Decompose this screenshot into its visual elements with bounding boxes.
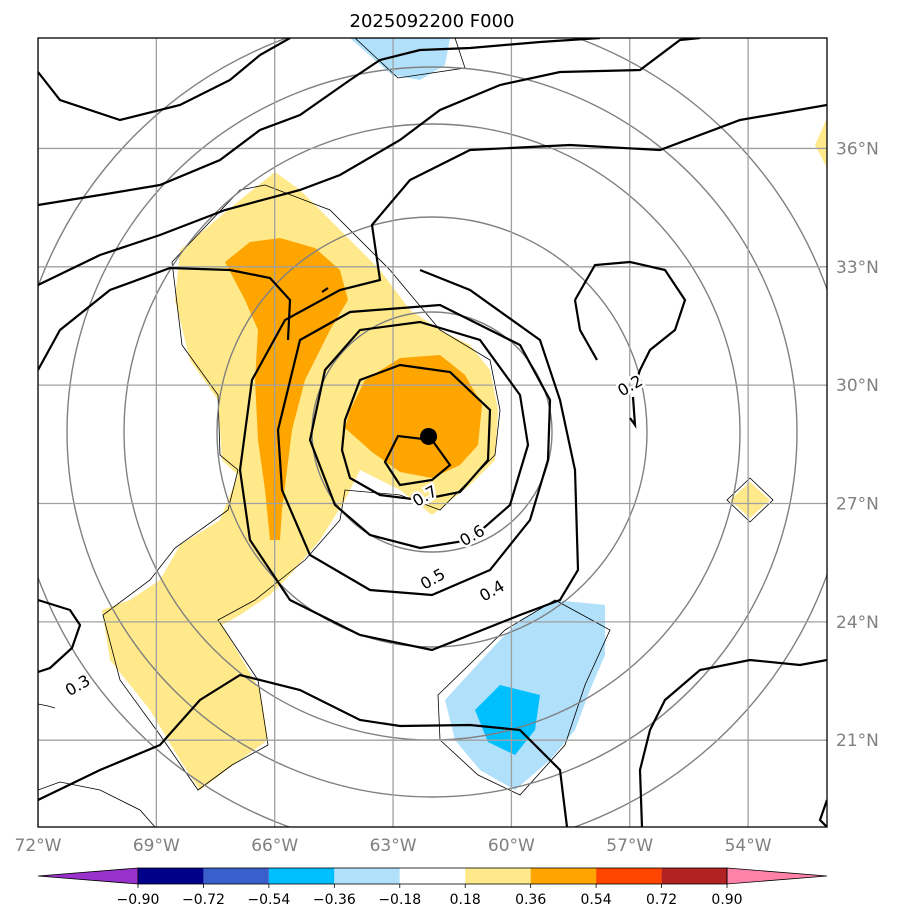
lat-tick-label: 21°N: [836, 731, 879, 751]
lon-tick-label: 54°W: [725, 836, 772, 856]
colorbar-extend-high: [726, 867, 828, 885]
negative-shading-blue: [475, 685, 540, 755]
storm-center-marker: [420, 427, 438, 445]
positive-shading-orange-west: [225, 238, 348, 540]
colorbar-tick-label: −0.90: [117, 892, 160, 908]
latitude-tick-labels: 36°N 33°N 30°N 27°N 24°N 21°N: [836, 139, 879, 751]
colorbar-tick-label: −0.18: [378, 892, 421, 908]
graticule: [38, 38, 827, 827]
lon-tick-label: 60°W: [488, 836, 535, 856]
lat-tick-label: 30°N: [836, 376, 879, 396]
colorbar-tick-label: −0.72: [182, 892, 225, 908]
colorbar-segment: [661, 868, 727, 884]
lon-tick-label: 63°W: [370, 836, 417, 856]
colorbar-tick-label: −0.54: [247, 892, 290, 908]
coastline: [38, 781, 156, 827]
map-frame: [37, 37, 828, 828]
colorbar-segment: [465, 868, 531, 884]
colorbar-segment: [399, 868, 466, 884]
negative-shading-north: [350, 38, 450, 80]
colorbar-tick-label: 0.54: [581, 892, 612, 908]
lon-tick-label: 72°W: [15, 836, 62, 856]
colorbar-tick-label: 0.18: [450, 892, 481, 908]
colorbar-tick-label: −0.36: [313, 892, 356, 908]
colorbar-segment: [596, 868, 662, 884]
colorbar-segment: [203, 868, 269, 884]
colorbar-frame: [137, 867, 728, 885]
positive-shading-east-diamond: [730, 482, 770, 518]
colorbar-tick-label: 0.90: [711, 892, 742, 908]
lat-tick-label: 24°N: [836, 613, 879, 633]
colorbar: −0.90 −0.72 −0.54 −0.36 −0.18 0.18 0.36 0.54 0.7…: [37, 867, 828, 908]
colorbar-tick-label: 0.72: [646, 892, 677, 908]
colorbar-tick-label: 0.36: [515, 892, 546, 908]
longitude-tick-labels: 72°W 69°W 66°W 63°W 60°W 57°W 54°W: [15, 836, 772, 856]
lat-tick-label: 36°N: [836, 139, 879, 159]
map-area: [38, 38, 827, 827]
lon-tick-label: 66°W: [251, 836, 298, 856]
positive-shading-edge: [815, 118, 827, 168]
lon-tick-label: 69°W: [133, 836, 180, 856]
lon-tick-label: 57°W: [606, 836, 653, 856]
colorbar-segment: [268, 868, 335, 884]
lat-tick-label: 27°N: [836, 495, 879, 515]
figure-title: 2025092200 F000: [350, 11, 515, 32]
colorbar-segment: [530, 868, 597, 884]
colorbar-segment: [138, 868, 204, 884]
colorbar-segment: [334, 868, 400, 884]
lat-tick-label: 33°N: [836, 258, 879, 278]
colorbar-extend-low: [37, 867, 139, 885]
contour-lines: [38, 38, 827, 827]
